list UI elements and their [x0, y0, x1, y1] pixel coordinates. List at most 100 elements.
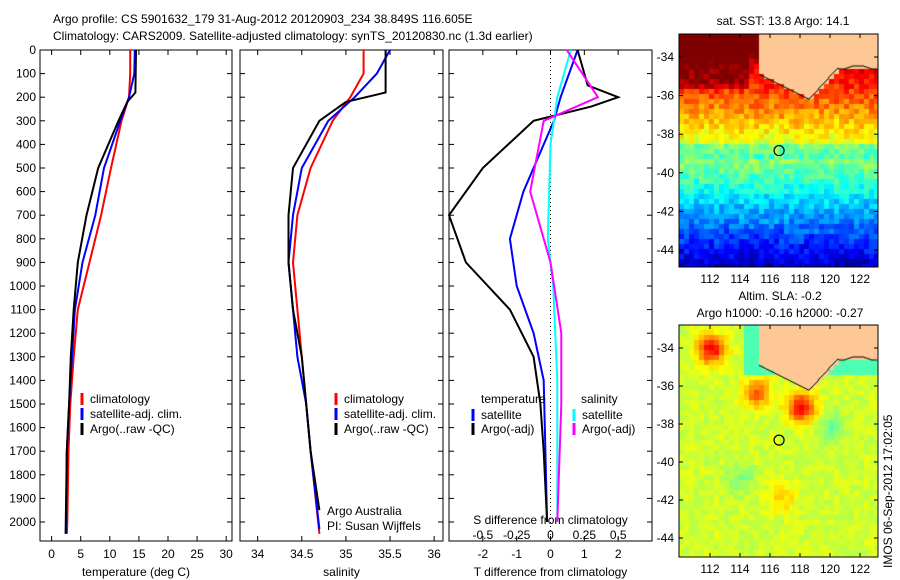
map-title: sat. SST: 13.8 Argo: 14.1 — [717, 14, 850, 28]
map-x-tick-label: 116 — [760, 562, 779, 576]
series-line-s-satellite — [546, 49, 572, 522]
map-y-tick-label: -36 — [657, 89, 675, 103]
legend-label: satellite — [582, 408, 623, 422]
map-x-tick-label: 112 — [700, 272, 719, 286]
y-tick-label: 1100 — [10, 303, 36, 317]
x-tick-label: 0 — [48, 547, 55, 561]
x-tick-label: 1 — [581, 547, 588, 561]
x-tick-label: 5 — [77, 547, 84, 561]
series-line-t-argo-adj- — [447, 49, 622, 523]
x-tick-label: 35 — [339, 547, 353, 561]
x-axis-label: salinity — [323, 565, 360, 579]
x-tick-label: 0 — [547, 547, 554, 561]
s-tick-label: 0 — [547, 528, 554, 542]
s-axis-label: S difference from climatology — [473, 513, 628, 527]
legend-label: climatology — [90, 392, 150, 406]
y-tick-label: 2000 — [9, 515, 36, 529]
y-tick-label: 1400 — [9, 373, 36, 387]
argo-position-marker — [773, 434, 785, 446]
y-tick-label: 1700 — [9, 444, 36, 458]
map-x-tick-label: 120 — [820, 272, 840, 286]
x-tick-label: 36 — [427, 547, 441, 561]
series-line-argo-raw-qc- — [64, 49, 137, 534]
x-tick-label: 30 — [220, 547, 234, 561]
map-y-tick-label: -42 — [657, 204, 675, 218]
s-tick-label: 0.25 — [573, 528, 597, 542]
map-y-tick-label: -44 — [657, 243, 675, 257]
annotation: Argo Australia — [327, 504, 402, 518]
imos-timestamp: IMOS 06-Sep-2012 17:02:05 — [881, 414, 895, 568]
s-tick-label: 0.5 — [610, 528, 627, 542]
map-y-tick-label: -40 — [657, 455, 675, 469]
legend-label: Argo(..raw -QC) — [90, 422, 175, 436]
legend-label: climatology — [344, 392, 404, 406]
legend-label: Argo(-adj) — [582, 422, 635, 436]
s-tick-label: -0.25 — [503, 528, 531, 542]
map-x-tick-label: 114 — [730, 272, 749, 286]
legend-label: satellite-adj. clim. — [90, 407, 182, 421]
legend-label: Argo(-adj) — [481, 422, 534, 436]
title-line-2: Climatology: CARS2009. Satellite-adjuste… — [53, 29, 533, 43]
series-line-argo-raw-qc- — [287, 50, 387, 511]
y-tick-label: 300 — [16, 114, 36, 128]
y-tick-label: 200 — [16, 90, 36, 104]
x-tick-label: 25 — [190, 547, 204, 561]
y-tick-label: 500 — [16, 161, 36, 175]
x-tick-label: -2 — [477, 547, 488, 561]
map-title-line-1: Altim. SLA: -0.2 — [738, 289, 822, 303]
map-y-tick-label: -34 — [657, 341, 675, 355]
map-y-tick-label: -38 — [657, 127, 675, 141]
series-line-s-argo-adj- — [529, 49, 600, 523]
map-y-tick-label: -38 — [657, 417, 675, 431]
x-tick-label: 20 — [161, 547, 175, 561]
map-x-tick-label: 114 — [730, 562, 749, 576]
y-tick-label: 1300 — [9, 350, 36, 364]
x-axis-label: temperature (deg C) — [82, 565, 190, 579]
y-tick-label: 800 — [16, 232, 36, 246]
map-y-tick-label: -36 — [657, 379, 675, 393]
y-tick-label: 1800 — [9, 468, 36, 482]
legend-title-temperature: temperature — [481, 392, 546, 406]
map-x-tick-label: 122 — [850, 272, 870, 286]
map-y-tick-label: -44 — [657, 531, 675, 545]
legend-label: satellite-adj. clim. — [344, 407, 436, 421]
map-x-tick-label: 116 — [760, 272, 779, 286]
y-tick-label: 1600 — [9, 421, 36, 435]
axes-box-1 — [239, 49, 444, 542]
x-tick-label: 35.5 — [378, 547, 402, 561]
x-tick-label: -1 — [511, 547, 522, 561]
legend-label: satellite — [481, 408, 522, 422]
map-x-tick-label: 118 — [790, 272, 809, 286]
legend-label: Argo(..raw -QC) — [344, 422, 429, 436]
annotation: PI: Susan Wijffels — [327, 519, 421, 533]
y-tick-label: 400 — [16, 137, 36, 151]
x-tick-label: 34.5 — [290, 547, 314, 561]
x-tick-label: 15 — [132, 547, 146, 561]
y-tick-label: 100 — [16, 67, 36, 81]
x-axis-label: T difference from climatology — [474, 565, 628, 579]
s-tick-label: -0.5 — [472, 528, 493, 542]
map-y-tick-label: -34 — [657, 50, 675, 64]
y-tick-label: 1000 — [9, 279, 36, 293]
map-x-tick-label: 122 — [850, 562, 870, 576]
map-x-tick-label: 120 — [820, 562, 840, 576]
title-line-1: Argo profile: CS 5901632_179 31-Aug-2012… — [53, 12, 473, 26]
sla-map — [679, 325, 878, 557]
legend-title-salinity: salinity — [581, 392, 618, 406]
x-tick-label: 34 — [251, 547, 265, 561]
y-tick-label: 1200 — [9, 326, 36, 340]
y-tick-label: 900 — [16, 255, 36, 269]
series-line-t-satellite — [508, 49, 579, 523]
map-y-tick-label: -40 — [657, 166, 675, 180]
x-tick-label: 10 — [103, 547, 117, 561]
y-tick-label: 0 — [29, 43, 36, 57]
map-title-line-2: Argo h1000: -0.16 h2000: -0.27 — [697, 306, 864, 320]
map-y-tick-label: -42 — [657, 493, 675, 507]
map-x-tick-label: 118 — [790, 562, 809, 576]
sst-map-frame — [678, 33, 879, 268]
sst-map — [679, 34, 878, 267]
y-tick-label: 1900 — [9, 491, 36, 505]
